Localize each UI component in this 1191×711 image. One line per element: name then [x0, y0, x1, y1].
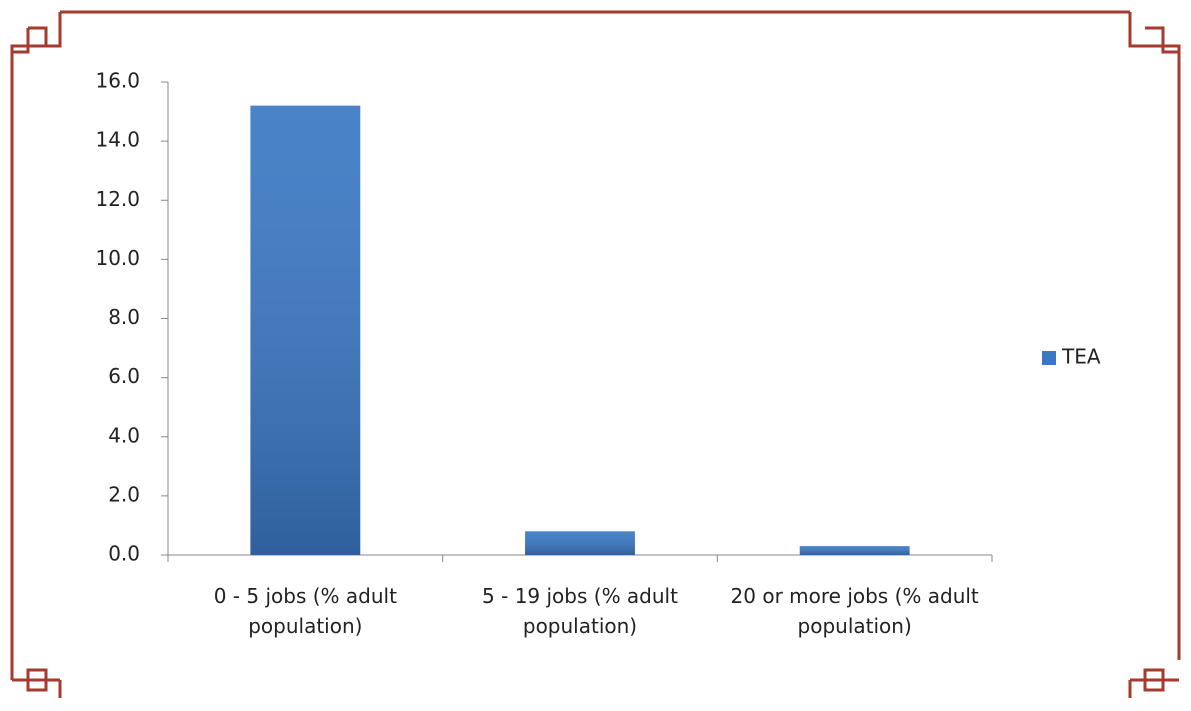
legend-swatch	[1042, 351, 1056, 365]
x-tick-label: 20 or more jobs (% adult population)	[730, 584, 979, 638]
bar-shade	[799, 546, 910, 555]
y-tick-label: 4.0	[108, 423, 140, 447]
y-tick-label: 0.0	[108, 542, 140, 566]
x-tick-label: 0 - 5 jobs (% adult population)	[213, 584, 397, 638]
legend-label: TEA	[1061, 345, 1101, 369]
y-tick-label: 14.0	[95, 128, 140, 152]
y-tick-label: 8.0	[108, 305, 140, 329]
y-tick-label: 6.0	[108, 364, 140, 388]
decorative-frame	[10, 10, 1181, 698]
bar-shade	[250, 105, 361, 556]
y-tick-label: 16.0	[95, 69, 140, 93]
bar-shade	[525, 531, 635, 555]
x-tick-label: 5 - 19 jobs (% adult population)	[482, 584, 678, 638]
y-tick-label: 2.0	[108, 482, 140, 506]
y-tick-label: 10.0	[95, 246, 140, 270]
y-tick-label: 12.0	[95, 187, 140, 211]
